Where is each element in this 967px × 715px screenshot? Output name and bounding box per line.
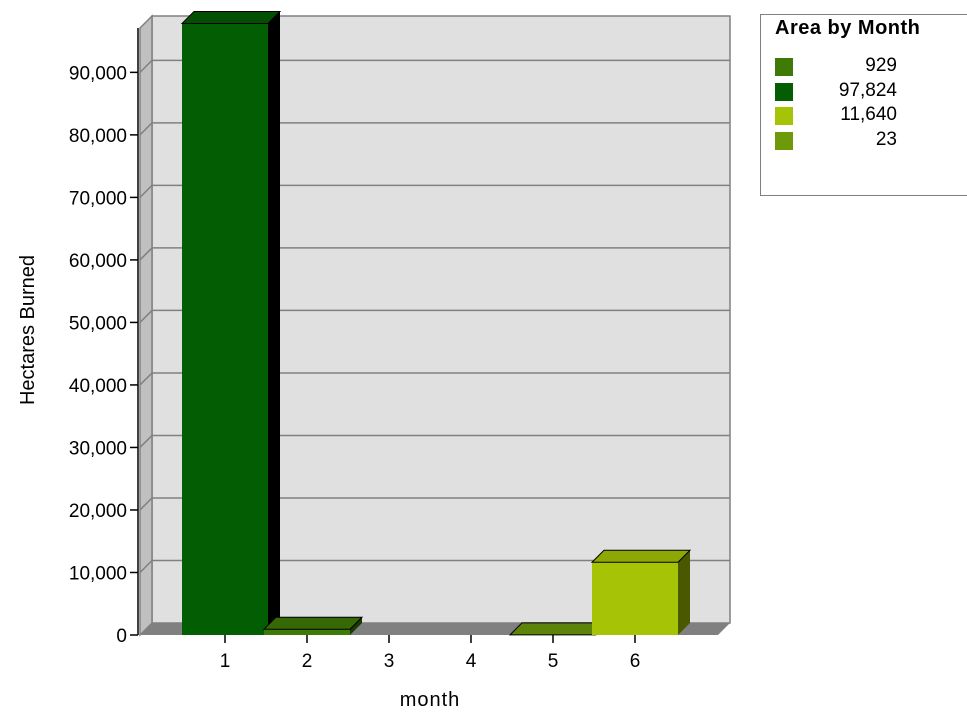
- gridline: [139, 247, 730, 261]
- gridline: [139, 559, 730, 574]
- x-tick-label: 3: [384, 651, 395, 672]
- bar-top: [180, 10, 282, 24]
- y-tick-label: 20,000: [69, 501, 127, 522]
- x-tick-label: 5: [548, 651, 559, 672]
- gridline: [139, 309, 730, 323]
- side-wall: [139, 14, 153, 637]
- bars: [180, 10, 692, 636]
- bar-front: [182, 23, 268, 636]
- x-tick-label: 4: [466, 651, 477, 672]
- bar-front: [592, 562, 678, 635]
- x-tick-label: 6: [630, 651, 641, 672]
- y-tick-label: 90,000: [69, 63, 127, 84]
- bar-top: [590, 549, 692, 563]
- y-tick-label: 0: [116, 626, 127, 647]
- y-tick-label: 70,000: [69, 188, 127, 209]
- legend-label: 23: [875, 128, 897, 150]
- legend: Area by Month 929 97,824 11,640 23: [760, 14, 967, 196]
- legend-swatch: [775, 131, 793, 150]
- legend-label: 97,824: [838, 79, 897, 101]
- legend-swatch: [775, 58, 793, 76]
- legend-swatch: [775, 107, 793, 125]
- gridlines: [139, 59, 730, 574]
- y-axis: 0 10,000 20,000 30,000 40,000 50,000 60,000 70,…: [69, 28, 139, 647]
- bar-2: [262, 616, 364, 635]
- x-tick-label: 2: [302, 651, 313, 672]
- legend-item: 23: [775, 129, 955, 151]
- x-tick-label: 1: [220, 651, 231, 672]
- legend-title: Area by Month: [775, 17, 921, 39]
- y-tick-label: 40,000: [69, 376, 127, 397]
- gridline: [139, 434, 730, 448]
- bar-side: [350, 617, 362, 635]
- legend-label: 929: [865, 55, 897, 76]
- gridline: [139, 497, 730, 511]
- y-tick-label: 60,000: [69, 251, 127, 272]
- legend-label: 11,640: [840, 104, 897, 125]
- legend-swatch: [775, 82, 793, 101]
- y-tick-label: 10,000: [69, 563, 127, 584]
- gridline: [139, 59, 730, 73]
- legend-item: 11,640: [775, 104, 955, 126]
- bar-side: [678, 550, 690, 635]
- x-axis: 1 2 3 4 5 6: [220, 635, 641, 672]
- gridline: [139, 122, 730, 136]
- bar-front: [264, 629, 350, 635]
- bar-side: [268, 11, 280, 636]
- y-tick-label: 30,000: [69, 438, 127, 459]
- bar-6: [590, 549, 692, 635]
- x-axis-title: month: [400, 689, 461, 711]
- y-tick-label: 80,000: [69, 126, 127, 147]
- legend-item: 97,824: [775, 80, 955, 102]
- legend-item: 929: [775, 55, 955, 77]
- gridline: [139, 184, 730, 198]
- y-tick-label: 50,000: [69, 313, 127, 334]
- bar-top: [262, 616, 364, 630]
- y-axis-title: Hectares Burned: [17, 255, 39, 405]
- bar-1: [180, 10, 282, 636]
- gridline: [139, 372, 730, 386]
